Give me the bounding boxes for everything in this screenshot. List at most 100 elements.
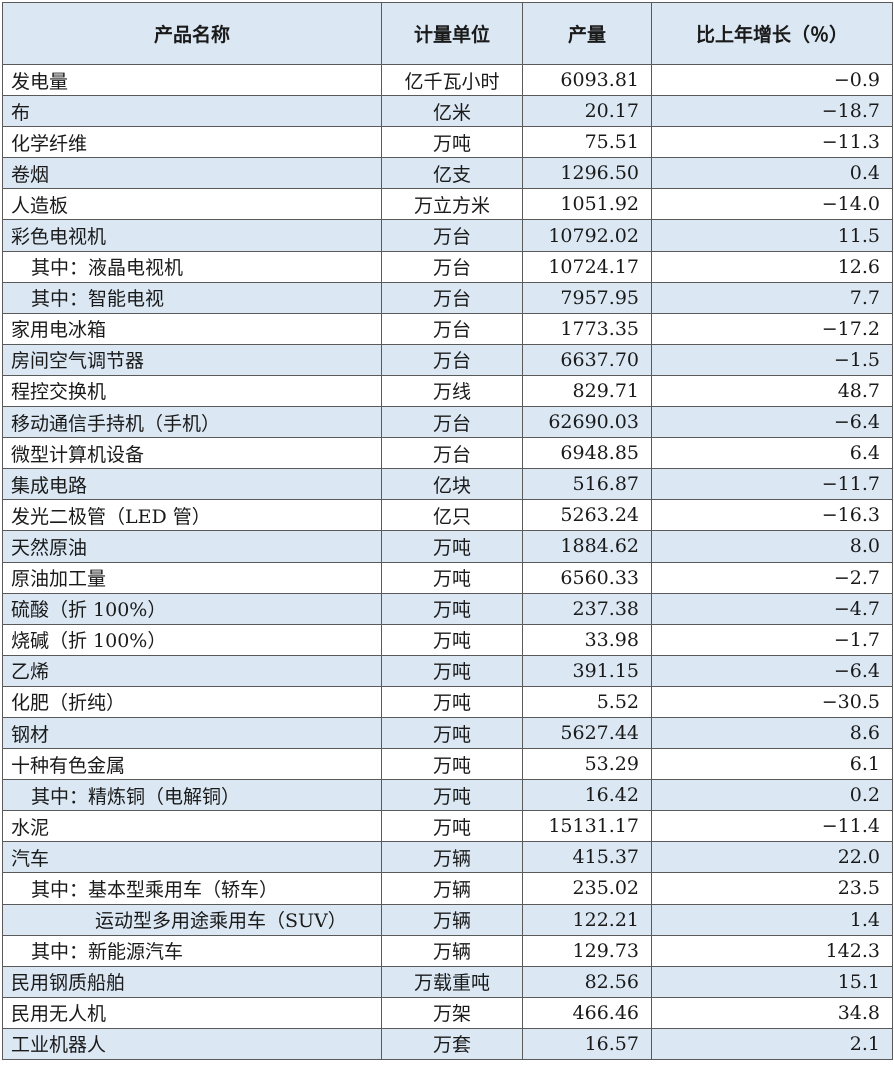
- table-row: 汽车 万辆 415.37 22.0: [2, 841, 893, 874]
- table-row: 硫酸（折 100%） 万吨 237.38 −4.7: [2, 592, 893, 625]
- product-name-cell: 彩色电视机: [2, 219, 382, 252]
- header-growth: 比上年增长（％）: [651, 2, 893, 65]
- product-name-cell: 其中：精炼铜（电解铜）: [2, 779, 382, 812]
- unit-cell: 万台: [381, 437, 523, 470]
- growth-cell: −17.2: [651, 312, 893, 345]
- table-row: 运动型多用途乘用车（SUV） 万辆 122.21 1.4: [2, 903, 893, 936]
- output-cell: 516.87: [522, 468, 652, 501]
- table-row: 发光二极管（LED 管） 亿只 5263.24 −16.3: [2, 499, 893, 532]
- table-row: 原油加工量 万吨 6560.33 −2.7: [2, 561, 893, 594]
- product-name-cell: 乙烯: [2, 654, 382, 687]
- table-row: 其中：新能源汽车 万辆 129.73 142.3: [2, 934, 893, 967]
- product-name-cell: 硫酸（折 100%）: [2, 592, 382, 625]
- table-row: 移动通信手持机（手机） 万台 62690.03 −6.4: [2, 406, 893, 439]
- growth-cell: −1.7: [651, 623, 893, 656]
- unit-cell: 万辆: [381, 841, 523, 874]
- growth-cell: −11.7: [651, 468, 893, 501]
- unit-cell: 万吨: [381, 810, 523, 843]
- growth-cell: −4.7: [651, 592, 893, 625]
- unit-cell: 亿只: [381, 499, 523, 532]
- table-row: 化肥（折纯） 万吨 5.52 −30.5: [2, 685, 893, 718]
- table-row: 程控交换机 万线 829.71 48.7: [2, 374, 893, 408]
- product-name-cell: 其中：液晶电视机: [2, 250, 382, 283]
- table-row: 烧碱（折 100%） 万吨 33.98 −1.7: [2, 623, 893, 656]
- growth-cell: 2.1: [651, 1027, 893, 1061]
- table-row: 化学纤维 万吨 75.51 −11.3: [2, 126, 893, 159]
- table-header: 产品名称 计量单位 产量 比上年增长（％）: [2, 2, 893, 65]
- product-name-cell: 布: [2, 95, 382, 128]
- growth-cell: 0.4: [651, 157, 893, 190]
- output-cell: 16.42: [522, 779, 652, 812]
- unit-cell: 万吨: [381, 623, 523, 656]
- unit-cell: 万架: [381, 996, 523, 1029]
- unit-cell: 万台: [381, 312, 523, 345]
- growth-cell: −6.4: [651, 406, 893, 439]
- growth-cell: 8.0: [651, 530, 893, 563]
- unit-cell: 万吨: [381, 748, 523, 781]
- product-name-cell: 天然原油: [2, 530, 382, 563]
- product-name-cell: 汽车: [2, 841, 382, 874]
- table-row: 天然原油 万吨 1884.62 8.0: [2, 530, 893, 563]
- growth-cell: 142.3: [651, 934, 893, 967]
- unit-cell: 万台: [381, 281, 523, 314]
- growth-cell: −0.9: [651, 63, 893, 97]
- growth-cell: 1.4: [651, 903, 893, 936]
- product-name-cell: 微型计算机设备: [2, 437, 382, 470]
- unit-cell: 万吨: [381, 530, 523, 563]
- product-name-cell: 民用无人机: [2, 996, 382, 1029]
- output-cell: 391.15: [522, 654, 652, 687]
- unit-cell: 万吨: [381, 716, 523, 750]
- table-row: 工业机器人 万套 16.57 2.1: [2, 1027, 893, 1061]
- unit-cell: 万台: [381, 250, 523, 283]
- product-name-cell: 原油加工量: [2, 561, 382, 594]
- product-name-cell: 运动型多用途乘用车（SUV）: [2, 903, 382, 936]
- table-row: 民用钢质船舶 万载重吨 82.56 15.1: [2, 965, 893, 998]
- product-name-cell: 烧碱（折 100%）: [2, 623, 382, 656]
- product-name-cell: 卷烟: [2, 157, 382, 190]
- table-row: 民用无人机 万架 466.46 34.8: [2, 996, 893, 1029]
- table-row: 其中：精炼铜（电解铜） 万吨 16.42 0.2: [2, 779, 893, 812]
- output-cell: 5263.24: [522, 499, 652, 532]
- table-row: 布亿米 20.17 −18.7: [2, 95, 893, 128]
- unit-cell: 万吨: [381, 685, 523, 718]
- product-name-cell: 民用钢质船舶: [2, 965, 382, 998]
- table-row: 彩色电视机 万台 10792.02 11.5: [2, 219, 893, 252]
- output-cell: 53.29: [522, 748, 652, 781]
- product-name-cell: 十种有色金属: [2, 748, 382, 781]
- unit-cell: 万立方米: [381, 188, 523, 221]
- output-cell: 62690.03: [522, 406, 652, 439]
- growth-cell: −11.3: [651, 126, 893, 159]
- product-name-cell: 化学纤维: [2, 126, 382, 159]
- product-name-cell: 房间空气调节器: [2, 343, 382, 376]
- table-row: 其中：基本型乘用车（轿车） 万辆 235.02 23.5: [2, 872, 893, 905]
- output-cell: 15131.17: [522, 810, 652, 843]
- table-row: 十种有色金属 万吨 53.29 6.1: [2, 748, 893, 781]
- unit-cell: 万吨: [381, 779, 523, 812]
- growth-cell: 34.8: [651, 996, 893, 1029]
- table-row: 微型计算机设备 万台 6948.85 6.4: [2, 437, 893, 470]
- output-cell: 6948.85: [522, 437, 652, 470]
- output-cell: 20.17: [522, 95, 652, 128]
- unit-cell: 亿米: [381, 95, 523, 128]
- output-cell: 16.57: [522, 1027, 652, 1061]
- unit-cell: 万台: [381, 343, 523, 376]
- header-product-name: 产品名称: [2, 2, 382, 65]
- growth-cell: −18.7: [651, 95, 893, 128]
- output-cell: 82.56: [522, 965, 652, 998]
- unit-cell: 亿支: [381, 157, 523, 190]
- output-cell: 829.71: [522, 374, 652, 408]
- output-cell: 33.98: [522, 623, 652, 656]
- output-cell: 415.37: [522, 841, 652, 874]
- product-name-cell: 工业机器人: [2, 1027, 382, 1061]
- product-name-cell: 程控交换机: [2, 374, 382, 408]
- product-name-cell: 其中：智能电视: [2, 281, 382, 314]
- output-cell: 1773.35: [522, 312, 652, 345]
- output-cell: 1884.62: [522, 530, 652, 563]
- output-cell: 75.51: [522, 126, 652, 159]
- output-cell: 1051.92: [522, 188, 652, 221]
- table-row: 其中：液晶电视机 万台 10724.17 12.6: [2, 250, 893, 283]
- unit-cell: 万辆: [381, 934, 523, 967]
- growth-cell: 48.7: [651, 374, 893, 408]
- table-row: 其中：智能电视 万台 7957.95 7.7: [2, 281, 893, 314]
- growth-cell: −6.4: [651, 654, 893, 687]
